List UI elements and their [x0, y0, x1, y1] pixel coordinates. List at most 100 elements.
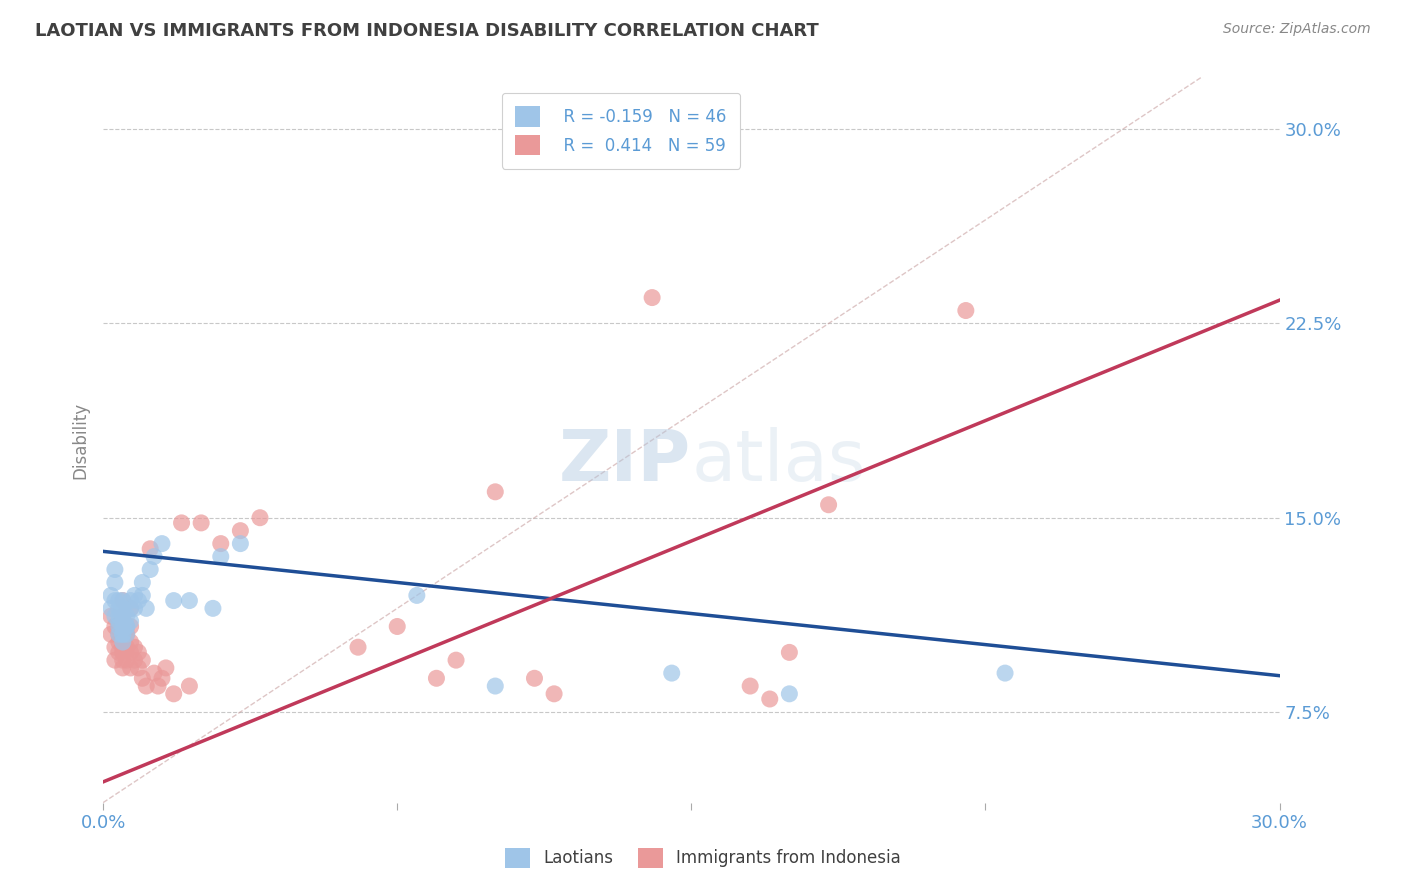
Point [778, 645, 800, 659]
Point [179, 679, 201, 693]
Point [108, 645, 131, 659]
Point [484, 484, 506, 499]
Point [115, 619, 138, 633]
Point [108, 619, 131, 633]
Point [115, 619, 138, 633]
Point [111, 653, 134, 667]
Point [425, 671, 447, 685]
Point [111, 619, 134, 633]
Point [127, 645, 149, 659]
Point [135, 601, 157, 615]
Point [209, 549, 232, 564]
Point [111, 593, 134, 607]
Point [115, 653, 138, 667]
Point [108, 627, 131, 641]
Point [127, 593, 149, 607]
Point [111, 593, 134, 607]
Point [108, 601, 131, 615]
Point [143, 549, 166, 564]
Point [111, 645, 134, 659]
Point [111, 627, 134, 641]
Text: ZIP: ZIP [560, 427, 692, 496]
Point [111, 601, 134, 615]
Point [444, 653, 467, 667]
Point [543, 687, 565, 701]
Point [405, 588, 427, 602]
Point [104, 640, 127, 655]
Point [661, 666, 683, 681]
Point [108, 615, 131, 629]
Point [229, 536, 252, 550]
Point [163, 593, 186, 607]
Point [179, 593, 201, 607]
Point [124, 588, 146, 602]
Point [817, 498, 839, 512]
Point [139, 562, 162, 576]
Point [120, 635, 142, 649]
Point [104, 593, 127, 607]
Point [163, 687, 186, 701]
Point [111, 609, 134, 624]
Point [127, 661, 149, 675]
Point [131, 653, 153, 667]
Point [120, 661, 142, 675]
Point [120, 601, 142, 615]
Point [115, 619, 138, 633]
Point [484, 679, 506, 693]
Point [111, 609, 134, 624]
Point [104, 609, 127, 624]
Legend: Laotians, Immigrants from Indonesia: Laotians, Immigrants from Indonesia [498, 841, 908, 875]
Point [523, 671, 546, 685]
Point [111, 627, 134, 641]
Point [124, 653, 146, 667]
Point [994, 666, 1017, 681]
Point [120, 619, 142, 633]
Point [190, 516, 212, 530]
Point [150, 671, 173, 685]
Point [387, 619, 409, 633]
Point [120, 593, 142, 607]
Y-axis label: Disability: Disability [72, 401, 89, 479]
Point [108, 619, 131, 633]
Point [131, 671, 153, 685]
Point [155, 661, 177, 675]
Point [115, 609, 138, 624]
Point [108, 593, 131, 607]
Point [135, 679, 157, 693]
Point [108, 635, 131, 649]
Point [170, 516, 193, 530]
Text: LAOTIAN VS IMMIGRANTS FROM INDONESIA DISABILITY CORRELATION CHART: LAOTIAN VS IMMIGRANTS FROM INDONESIA DIS… [35, 22, 818, 40]
Point [108, 627, 131, 641]
Point [120, 645, 142, 659]
Text: Source: ZipAtlas.com: Source: ZipAtlas.com [1223, 22, 1371, 37]
Point [120, 601, 142, 615]
Point [150, 536, 173, 550]
Point [115, 640, 138, 655]
Point [124, 640, 146, 655]
Point [111, 635, 134, 649]
Point [139, 541, 162, 556]
Text: atlas: atlas [692, 427, 866, 496]
Point [740, 679, 762, 693]
Point [111, 619, 134, 633]
Point [124, 601, 146, 615]
Point [955, 303, 977, 318]
Point [115, 627, 138, 641]
Point [778, 687, 800, 701]
Point [104, 619, 127, 633]
Point [209, 536, 232, 550]
Point [111, 661, 134, 675]
Point [100, 627, 122, 641]
Point [131, 575, 153, 590]
Point [347, 640, 370, 655]
Point [115, 627, 138, 641]
Point [641, 291, 664, 305]
Point [201, 601, 224, 615]
Point [120, 615, 142, 629]
Point [758, 692, 780, 706]
Point [111, 627, 134, 641]
Legend:   R = -0.159   N = 46,   R =  0.414   N = 59: R = -0.159 N = 46, R = 0.414 N = 59 [502, 93, 740, 169]
Point [143, 666, 166, 681]
Point [131, 588, 153, 602]
Point [108, 609, 131, 624]
